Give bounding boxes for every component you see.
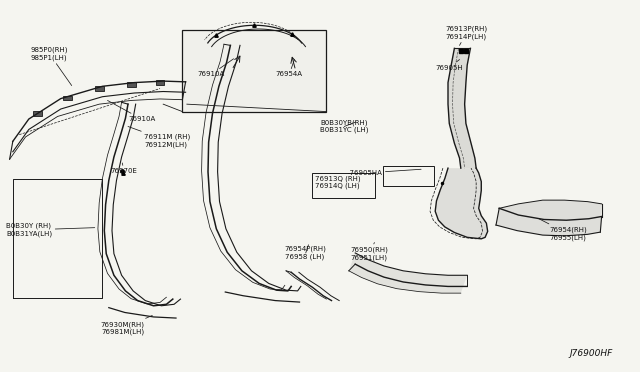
Text: -76905HA: -76905HA bbox=[348, 169, 421, 176]
Text: 76930M(RH)
76981M(LH): 76930M(RH) 76981M(LH) bbox=[101, 315, 152, 335]
Polygon shape bbox=[349, 253, 467, 293]
Polygon shape bbox=[435, 168, 488, 239]
Text: 76970E: 76970E bbox=[111, 163, 138, 174]
Text: 76954A: 76954A bbox=[276, 60, 303, 77]
Polygon shape bbox=[496, 200, 602, 236]
Bar bbox=[312, 173, 375, 198]
Text: J76900HF: J76900HF bbox=[570, 349, 613, 358]
Text: 76911M (RH)
76912M(LH): 76911M (RH) 76912M(LH) bbox=[128, 126, 190, 148]
Text: 76913P(RH)
76914P(LH): 76913P(RH) 76914P(LH) bbox=[445, 26, 488, 45]
Bar bbox=[383, 166, 434, 186]
Text: 76954(RH)
76955(LH): 76954(RH) 76955(LH) bbox=[539, 219, 587, 241]
Bar bbox=[63, 96, 72, 100]
Text: B0B30Y (RH)
B0B31YA(LH): B0B30Y (RH) B0B31YA(LH) bbox=[6, 223, 95, 237]
Bar bbox=[33, 111, 42, 116]
Bar bbox=[95, 86, 104, 91]
Bar bbox=[182, 30, 326, 112]
Text: 985P0(RH)
985P1(LH): 985P0(RH) 985P1(LH) bbox=[31, 47, 72, 86]
Bar bbox=[127, 82, 136, 87]
Text: 76954P(RH)
76958 (LH): 76954P(RH) 76958 (LH) bbox=[285, 245, 326, 260]
Text: 76910A: 76910A bbox=[108, 100, 156, 122]
Text: 76910A: 76910A bbox=[198, 59, 234, 77]
Polygon shape bbox=[448, 48, 476, 168]
Text: 76905H: 76905H bbox=[435, 60, 463, 71]
Text: B0B30YB(RH)
B0B31YC (LH): B0B30YB(RH) B0B31YC (LH) bbox=[320, 119, 369, 134]
Text: 76950(RH)
76951(LH): 76950(RH) 76951(LH) bbox=[351, 243, 388, 261]
Text: 76913Q (RH)
76914Q (LH): 76913Q (RH) 76914Q (LH) bbox=[315, 175, 360, 189]
Bar bbox=[156, 80, 164, 85]
